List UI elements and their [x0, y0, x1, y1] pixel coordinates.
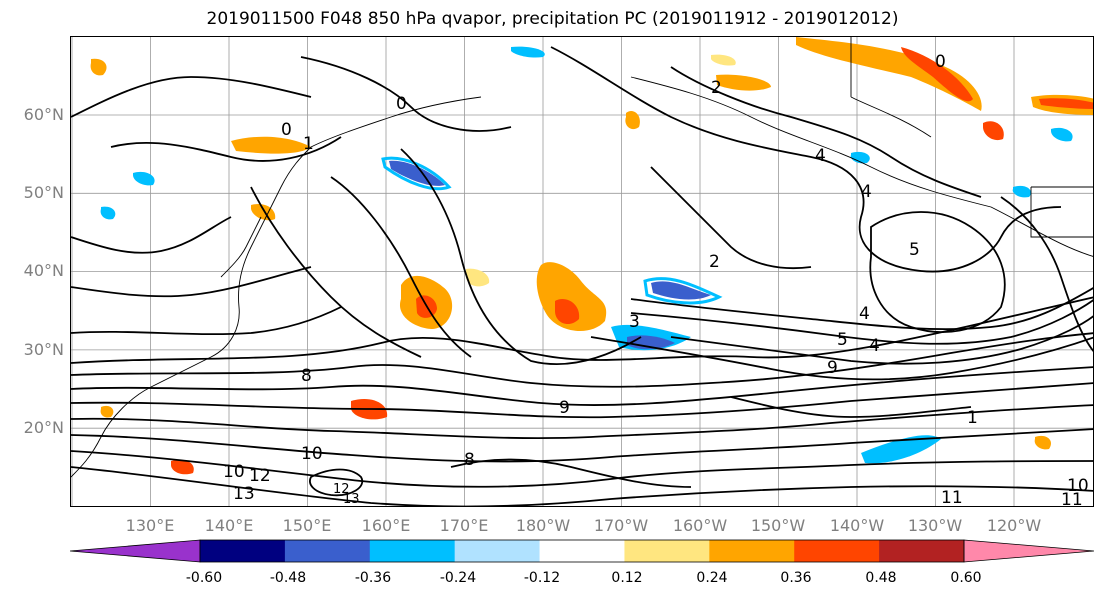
contour-label: 10	[1067, 476, 1089, 496]
lon-label: 160°E	[361, 516, 411, 535]
colorbar-outline	[199, 539, 965, 563]
lon-label: 140°E	[204, 516, 254, 535]
colorbar-segment	[709, 540, 795, 562]
contour-label: 5	[837, 330, 848, 350]
colorbar-extend-min	[70, 539, 201, 563]
contour-label: 2	[711, 78, 722, 98]
colorbar-segment	[200, 540, 286, 562]
lat-label: 60°N	[23, 105, 64, 124]
colorbar-segment	[369, 540, 456, 562]
lon-label: 180°W	[515, 516, 571, 535]
chart-title: 2019011500 F048 850 hPa qvapor, precipit…	[206, 9, 899, 29]
contour-label: 2	[709, 252, 720, 272]
colorbar	[70, 539, 1094, 563]
lon-label: 120°W	[986, 516, 1042, 535]
contour-label: 4	[861, 182, 872, 202]
lat-label: 40°N	[23, 261, 64, 280]
contour-label: 3	[629, 312, 640, 332]
lon-label: 160°W	[672, 516, 728, 535]
lat-label: 50°N	[23, 183, 64, 202]
lat-label: 30°N	[23, 340, 64, 359]
contour-label: 0	[935, 52, 946, 72]
contour-label: 11	[1061, 490, 1083, 507]
contour-label: 0	[396, 94, 407, 114]
colorbar-tick-label: -0.60	[185, 570, 223, 586]
contour-label: 11	[941, 488, 963, 507]
colorbar-segment	[454, 540, 541, 562]
lon-label: 130°E	[125, 516, 175, 535]
lat-label: 20°N	[23, 418, 64, 437]
contour-label: 12	[249, 466, 271, 486]
qvapor-contours	[71, 46, 1093, 506]
contour-label: 13	[343, 492, 360, 507]
contour-label: 9	[827, 358, 838, 378]
contour-label: 0	[281, 120, 292, 140]
lon-label: 170°E	[439, 516, 489, 535]
contour-label: 10	[223, 462, 245, 482]
colorbar-tick-label: 0.36	[780, 570, 812, 586]
colorbar-extend-max	[963, 539, 1094, 563]
colorbar-tick-label: -0.48	[269, 570, 307, 586]
contour-label: 12	[333, 482, 350, 497]
lon-label: 170°W	[593, 516, 649, 535]
colorbar-segment	[284, 540, 371, 562]
contour-label: 8	[301, 366, 312, 386]
colorbar-tick-label: 0.48	[865, 570, 897, 586]
map-canvas: 0 1 0 2 4 4 5 2 3 4 5 4 9 8 9 10 8 10 11…	[71, 37, 1093, 507]
contour-label: 8	[464, 450, 475, 470]
colorbar-segment	[624, 540, 710, 562]
lon-label: 150°W	[750, 516, 806, 535]
colorbar-tick-label: 0.24	[696, 570, 728, 586]
lon-label: 150°E	[282, 516, 332, 535]
colorbar-tick-label: -0.12	[523, 570, 561, 586]
contour-label: 4	[815, 146, 826, 166]
colorbar-tick-label: 0.12	[611, 570, 643, 586]
map-plot-area: 0 1 0 2 4 4 5 2 3 4 5 4 9 8 9 10 8 10 11…	[70, 36, 1094, 507]
graticule	[71, 37, 1093, 506]
precip-shading	[90, 37, 1093, 475]
contour-label: 13	[233, 484, 255, 504]
contour-label: 5	[909, 240, 920, 260]
contour-label-group: 0 1 0 2 4 4 5 2 3 4 5 4 9 8 9 10 8 10 11…	[223, 52, 1089, 507]
contour-label: 4	[859, 304, 870, 324]
colorbar-segment	[539, 540, 625, 562]
colorbar-segment	[879, 540, 965, 562]
colorbar-segment	[794, 540, 880, 562]
colorbar-tick-label: -0.36	[354, 570, 392, 586]
colorbar-tick-label: -0.24	[439, 570, 477, 586]
colorbar-tick-label: 0.60	[950, 570, 982, 586]
contour-label: 10	[301, 444, 323, 464]
lon-label: 130°W	[907, 516, 963, 535]
contour-label: 1	[303, 134, 314, 154]
contour-label: 1	[967, 408, 978, 428]
contour-label: 9	[559, 398, 570, 418]
contour-label: 4	[869, 336, 880, 356]
coastlines	[71, 37, 1093, 478]
lon-label: 140°W	[829, 516, 885, 535]
